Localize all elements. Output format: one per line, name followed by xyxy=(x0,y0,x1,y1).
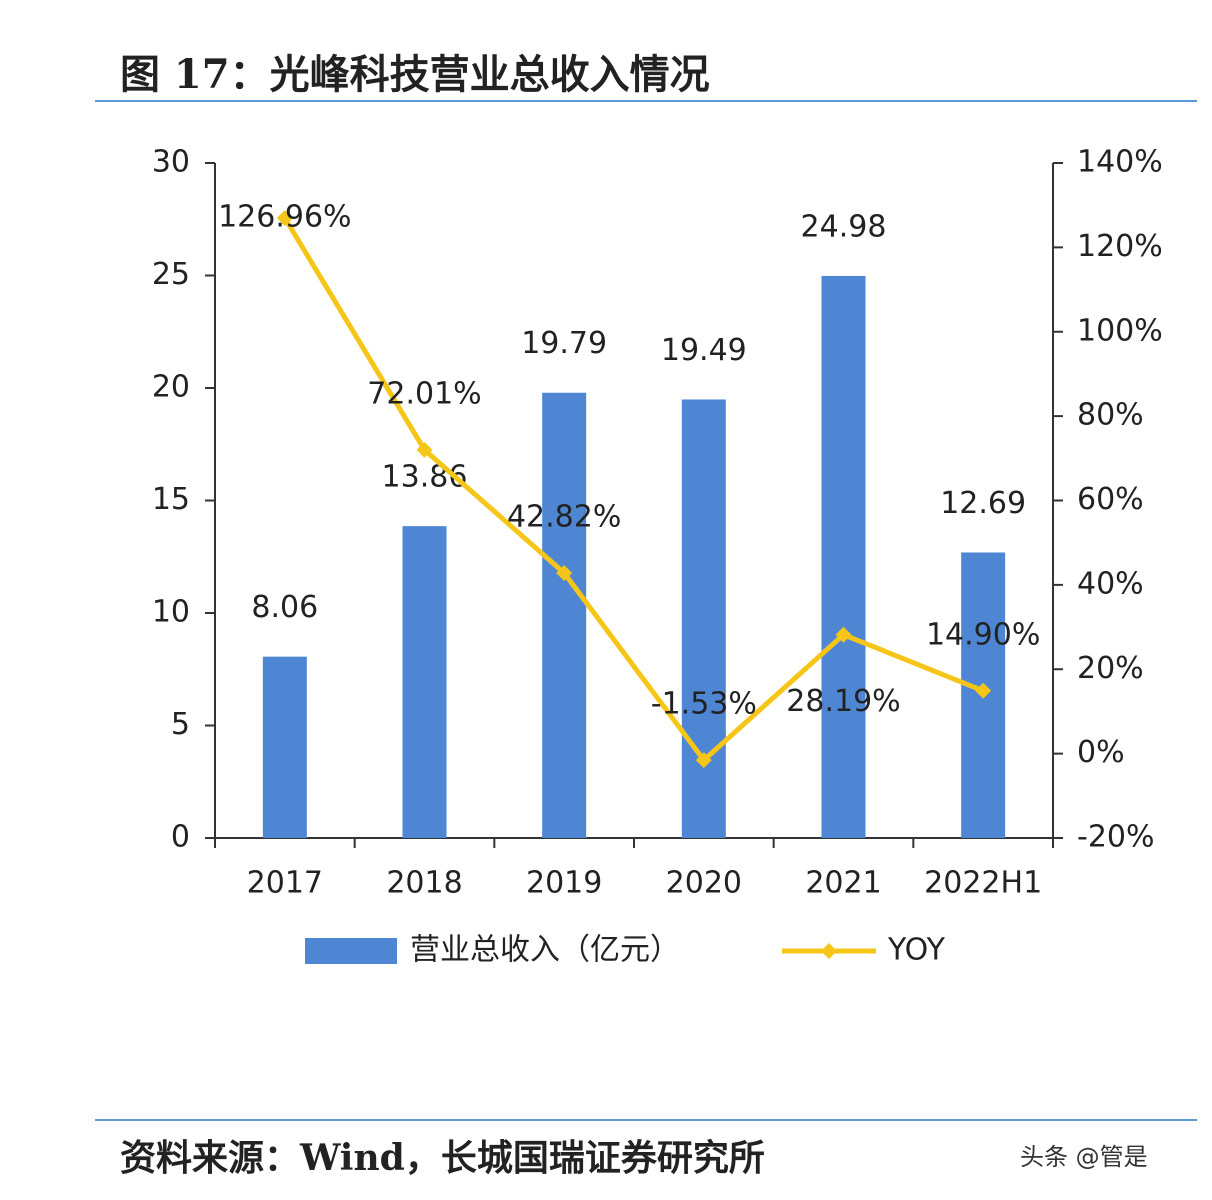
y-tick-label: 25 xyxy=(152,257,190,292)
y2-tick-label: 100% xyxy=(1077,313,1163,348)
y-tick-label: 20 xyxy=(152,370,190,405)
legend-label: 营业总收入（亿元） xyxy=(410,933,680,968)
legend-marker xyxy=(821,943,837,959)
yoy-value-label: -1.53% xyxy=(651,687,757,722)
y2-tick-label: 20% xyxy=(1077,651,1144,686)
bar-value-label: 19.79 xyxy=(521,326,607,361)
y-tick-label: 30 xyxy=(152,145,190,180)
bar xyxy=(402,526,447,838)
yoy-value-label: 126.96% xyxy=(218,200,351,235)
bar-value-label: 19.49 xyxy=(661,333,747,368)
bar xyxy=(681,399,726,838)
y-tick-label: 5 xyxy=(171,707,190,742)
bar-value-label: 12.69 xyxy=(940,486,1026,521)
x-tick-label: 2018 xyxy=(386,866,462,901)
yoy-marker xyxy=(416,441,433,458)
bar xyxy=(262,656,307,838)
x-tick-label: 2017 xyxy=(247,866,323,901)
yoy-marker xyxy=(276,210,293,227)
y-tick-label: 15 xyxy=(152,482,190,517)
bar xyxy=(821,275,866,838)
yoy-value-label: 14.90% xyxy=(926,617,1040,652)
yoy-marker xyxy=(975,682,992,699)
legend-swatch xyxy=(305,938,397,964)
yoy-line xyxy=(282,216,985,763)
legend-label: YOY xyxy=(887,933,946,968)
y2-tick-label: 120% xyxy=(1077,229,1163,264)
x-tick-label: 2022H1 xyxy=(924,866,1042,901)
y2-tick-label: 40% xyxy=(1077,566,1144,601)
y2-tick-label: 140% xyxy=(1077,145,1163,180)
yoy-marker xyxy=(695,752,712,769)
bar-value-label: 24.98 xyxy=(801,209,887,244)
yoy-marker xyxy=(835,626,852,643)
y-tick-label: 0 xyxy=(171,820,190,855)
yoy-value-label: 42.82% xyxy=(507,499,621,534)
y2-tick-label: 0% xyxy=(1077,735,1125,770)
bar-value-label: 8.06 xyxy=(251,590,318,625)
x-tick-label: 2020 xyxy=(666,866,742,901)
x-tick-label: 2019 xyxy=(526,866,602,901)
bar xyxy=(542,392,587,838)
source: 资料来源：Wind，长城国瑞证券研究所 xyxy=(120,1137,765,1179)
yoy-value-label: 72.01% xyxy=(367,376,481,411)
y2-tick-label: -20% xyxy=(1077,820,1155,855)
x-tick-label: 2021 xyxy=(805,866,881,901)
y-tick-label: 10 xyxy=(152,595,190,630)
watermark: 头条 @管是 xyxy=(1020,1143,1148,1171)
y2-tick-label: 60% xyxy=(1077,482,1144,517)
y2-tick-label: 80% xyxy=(1077,398,1144,433)
yoy-value-label: 28.19% xyxy=(786,684,900,719)
chart-title: 图 17：光峰科技营业总收入情况 xyxy=(120,51,710,98)
yoy-marker xyxy=(556,564,573,581)
